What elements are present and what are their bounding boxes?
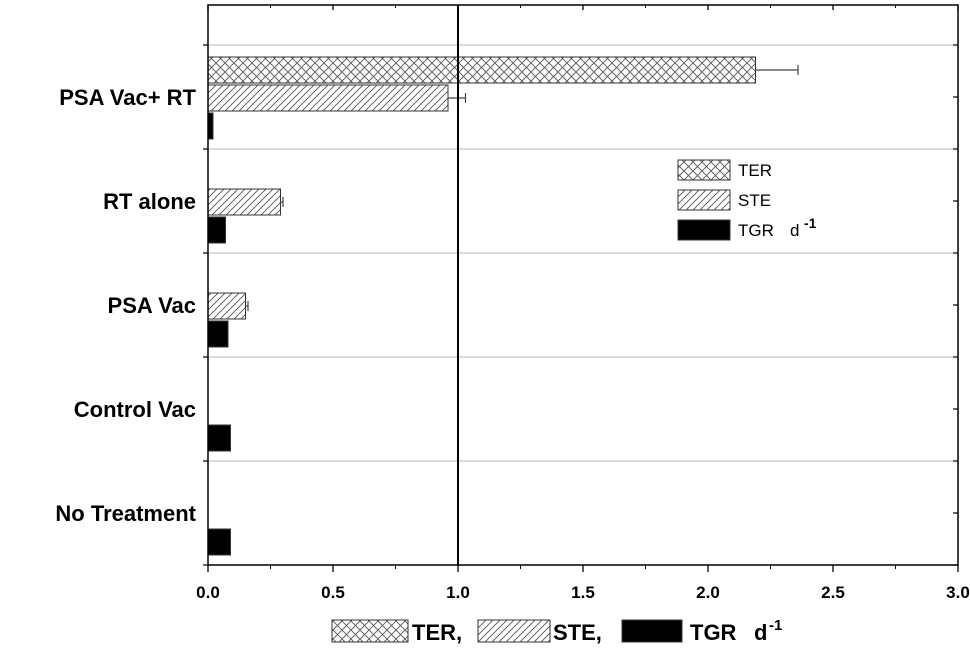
x-tick-label: 1.5	[571, 583, 595, 602]
xlabel-unit: d	[754, 620, 767, 645]
legend-swatch-solid	[677, 219, 731, 241]
xlabel-text: STE,	[553, 620, 602, 645]
bar-solid	[207, 424, 231, 452]
x-tick-label: 0.5	[321, 583, 345, 602]
bar-diagonal	[207, 84, 449, 112]
x-axis-label: TER, STE, TGR d -1	[331, 617, 782, 645]
category-label: RT alone	[103, 189, 196, 214]
xlabel-text: TGR	[690, 620, 737, 645]
bar-solid	[207, 216, 226, 244]
legend-unit: d	[790, 221, 799, 240]
bar-diagonal	[207, 188, 281, 216]
bars-layer	[207, 5, 799, 565]
axes-layer: PSA Vac+ RT RT alone PSA Vac Control Vac No …	[55, 4, 970, 602]
legend-label: STE	[738, 191, 771, 210]
legend-label: TER	[738, 161, 772, 180]
legend-label: TGR	[738, 221, 774, 240]
legend-superscript: -1	[804, 215, 817, 231]
x-tick-label: 0.0	[196, 583, 220, 602]
xlabel-text: TER,	[412, 620, 462, 645]
grid-layer	[208, 44, 958, 462]
xlabel-swatch-crosshatch	[331, 619, 409, 643]
bar-solid	[207, 320, 229, 348]
x-tick-label: 1.0	[446, 583, 470, 602]
legend-swatch-diagonal	[677, 189, 731, 211]
xlabel-swatch-diagonal	[477, 619, 551, 643]
category-label: No Treatment	[55, 501, 196, 526]
bar-solid	[207, 528, 231, 556]
category-label: PSA Vac	[108, 293, 196, 318]
x-tick-label: 3.0	[946, 583, 970, 602]
bar-crosshatch	[207, 56, 756, 84]
category-label: Control Vac	[74, 397, 196, 422]
x-tick-label: 2.0	[696, 583, 720, 602]
legend-swatch-crosshatch	[677, 159, 731, 181]
category-label: PSA Vac+ RT	[59, 85, 196, 110]
x-tick-label: 2.5	[821, 583, 845, 602]
legend: TER STE TGR d -1	[677, 159, 817, 241]
xlabel-superscript: -1	[769, 617, 782, 634]
bar-diagonal	[207, 292, 246, 320]
xlabel-swatch-solid	[621, 619, 683, 643]
